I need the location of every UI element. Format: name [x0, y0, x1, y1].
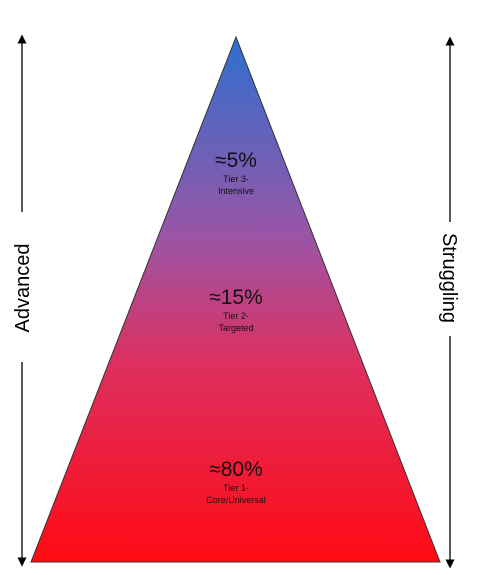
- tier-1-label-line2: Core/Universal: [206, 495, 266, 505]
- tier-1-percent: ≈80%: [209, 458, 263, 481]
- tier-2-percent: ≈15%: [209, 286, 263, 309]
- tier-2-label-line1: Tier 2-: [223, 311, 249, 321]
- tier-3-percent: ≈5%: [215, 149, 257, 172]
- tier-3-label-line2: Intensive: [218, 186, 254, 196]
- right-axis-label: Struggling: [438, 233, 460, 323]
- tier-2-label-line2: Targeted: [218, 323, 253, 333]
- tier-1-label-line1: Tier 1-: [223, 483, 249, 493]
- left-axis-label: Advanced: [12, 244, 34, 333]
- pyramid-triangle: [30, 35, 441, 563]
- tier-3-label-line1: Tier 3-: [223, 174, 249, 184]
